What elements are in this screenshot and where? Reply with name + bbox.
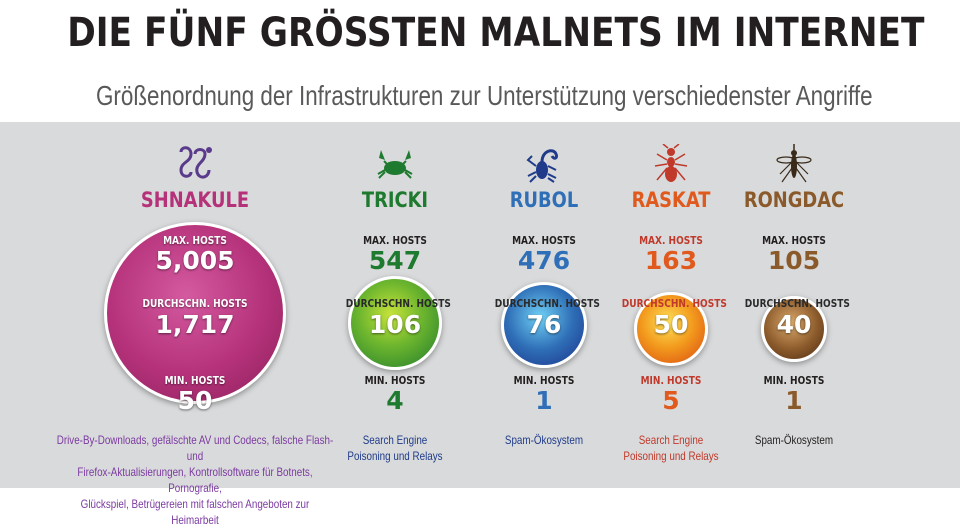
mosquito-icon xyxy=(776,144,812,183)
avg-hosts-label: DURCHSCHN. HOSTS xyxy=(744,297,850,310)
avg-hosts-label: DURCHSCHN. HOSTS xyxy=(345,297,451,310)
page-title: DIE FÜNF GRÖSSTEN MALNETS IM INTERNET xyxy=(67,10,925,56)
min-hosts-value: 5 xyxy=(662,386,680,415)
avg-hosts-value: 106 xyxy=(368,310,422,339)
avg-hosts-value: 1,717 xyxy=(155,310,235,339)
crab-icon xyxy=(377,150,413,179)
min-hosts-label: MIN. HOSTS xyxy=(763,374,825,387)
max-hosts-value: 163 xyxy=(644,246,698,275)
max-hosts-label: MAX. HOSTS xyxy=(762,234,826,247)
min-hosts-value: 1 xyxy=(535,386,553,415)
malnet-name: SHNAKULE xyxy=(140,188,250,212)
avg-hosts-label: DURCHSCHN. HOSTS xyxy=(494,297,600,310)
malnet-column-raskat: RASKAT MAX. HOSTS 163 DURCHSCHN. HOSTS 5… xyxy=(611,122,731,488)
malnet-bubble xyxy=(104,222,286,404)
description-line: Firefox-Aktualisierungen, Kontrollsoftwa… xyxy=(77,465,313,495)
malnet-description: Spam-Ökosystem xyxy=(737,432,852,448)
avg-hosts-label: DURCHSCHN. HOSTS xyxy=(142,297,248,310)
description-line: Search Engine xyxy=(638,433,704,447)
malnet-description: Drive-By-Downloads, gefälschte AV und Co… xyxy=(56,432,335,528)
malnet-name: RONGDAC xyxy=(743,188,845,212)
malnet-description: Spam-Ökosystem xyxy=(487,432,602,448)
avg-hosts-value: 40 xyxy=(776,310,812,339)
min-hosts-value: 50 xyxy=(177,386,213,415)
malnet-bubble xyxy=(348,276,442,370)
malnet-column-tricki: TRICKI MAX. HOSTS 547 DURCHSCHN. HOSTS 1… xyxy=(335,122,455,488)
header-band xyxy=(0,0,960,122)
malnet-description: Search Engine Poisoning und Relays xyxy=(338,432,453,464)
min-hosts-label: MIN. HOSTS xyxy=(164,374,226,387)
max-hosts-value: 547 xyxy=(368,246,422,275)
min-hosts-label: MIN. HOSTS xyxy=(364,374,426,387)
description-line: Search Engine xyxy=(362,433,428,447)
malnet-name: TRICKI xyxy=(361,188,429,212)
description-line: Drive-By-Downloads, gefälschte AV und Co… xyxy=(56,433,334,463)
max-hosts-label: MAX. HOSTS xyxy=(363,234,427,247)
malnet-name: RASKAT xyxy=(631,188,711,212)
malnet-name: RUBOL xyxy=(509,188,579,212)
max-hosts-label: MAX. HOSTS xyxy=(639,234,703,247)
malnet-bubble xyxy=(634,292,708,366)
min-hosts-label: MIN. HOSTS xyxy=(513,374,575,387)
avg-hosts-value: 76 xyxy=(526,310,562,339)
scorpion-icon xyxy=(526,149,558,183)
description-line: Spam-Ökosystem xyxy=(504,433,584,447)
max-hosts-label: MAX. HOSTS xyxy=(163,234,227,247)
max-hosts-value: 476 xyxy=(517,246,571,275)
page-subtitle: Größenordnung der Infrastrukturen zur Un… xyxy=(96,80,873,111)
max-hosts-label: MAX. HOSTS xyxy=(512,234,576,247)
min-hosts-value: 1 xyxy=(785,386,803,415)
avg-hosts-value: 50 xyxy=(653,310,689,339)
description-line: Poisoning und Relays xyxy=(347,449,443,463)
min-hosts-value: 4 xyxy=(386,386,404,415)
snake-icon xyxy=(179,146,212,179)
max-hosts-value: 105 xyxy=(767,246,821,275)
avg-hosts-label: DURCHSCHN. HOSTS xyxy=(621,297,727,310)
min-hosts-label: MIN. HOSTS xyxy=(640,374,702,387)
description-line: Poisoning und Relays xyxy=(623,449,719,463)
max-hosts-value: 5,005 xyxy=(155,246,235,275)
malnet-column-rubol: RUBOL MAX. HOSTS 476 DURCHSCHN. HOSTS 76… xyxy=(484,122,604,488)
malnet-bubble xyxy=(761,296,827,362)
malnet-bubble xyxy=(501,282,587,368)
description-line: Glückspiel, Betrügereien mit falschen An… xyxy=(80,497,310,527)
malnet-column-rongdac: RONGDAC MAX. HOSTS 105 DURCHSCHN. HOSTS … xyxy=(734,122,854,488)
ant-icon xyxy=(654,144,688,182)
description-line: Spam-Ökosystem xyxy=(754,433,834,447)
malnet-description: Search Engine Poisoning und Relays xyxy=(614,432,729,464)
malnet-column-shnakule: SHNAKULE MAX. HOSTS 5,005 DURCHSCHN. HOS… xyxy=(57,122,333,527)
